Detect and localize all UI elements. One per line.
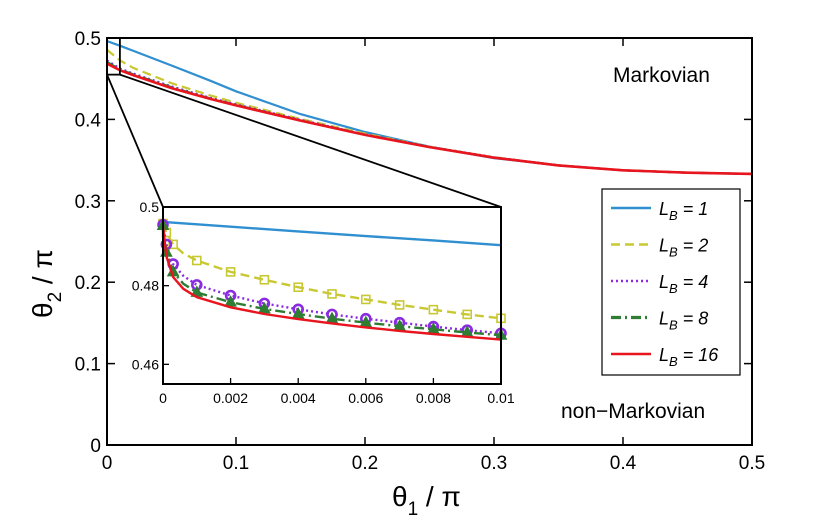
main-x-tick-label: 0.2 (352, 453, 378, 474)
inset-marker-square (293, 282, 304, 293)
legend-label-1: LB = 1 (659, 199, 708, 223)
legend-label-tail: = 2 (678, 236, 709, 256)
x-axis-title-tail: / π (418, 481, 461, 512)
main-y-tick-label: 0 (90, 436, 101, 457)
main-x-tick-label: 0.3 (481, 453, 507, 474)
main-axes-frame (106, 37, 753, 446)
main-series-group (106, 40, 753, 176)
main-plot: 0 0.1 0.2 0.3 0.4 0.5 0 0.1 0.2 0.3 0.4 0.5 (75, 29, 766, 474)
main-y-tick-label: 0.2 (75, 273, 101, 294)
inset-x-tick-label: 0.006 (348, 390, 383, 406)
inset-series-line-2 (161, 223, 502, 320)
inset-x-ticks: 0 0.002 0.004 0.006 0.008 0.01 (159, 378, 515, 406)
legend-label-main: L (659, 309, 669, 329)
main-y-tick-label: 0.1 (75, 355, 101, 376)
inset-y-ticks: 0.46 0.48 0.5 (132, 199, 169, 372)
y-axis-title-main: θ (27, 302, 58, 318)
x-axis-title: θ1 / π (392, 481, 461, 520)
legend-label-tail: = 16 (678, 345, 720, 365)
inset-marker-square (462, 309, 473, 320)
inset-axes-frame (162, 206, 502, 385)
zoom-box (106, 37, 121, 76)
main-y-tick-label: 0.3 (75, 192, 101, 213)
inset-background (163, 207, 501, 384)
inset-x-tick-label: 0.008 (416, 390, 451, 406)
main-series-line-5 (106, 62, 753, 176)
inset-marker-square (327, 289, 337, 299)
main-x-tick-label: 0.5 (739, 453, 765, 474)
inset-marker-square (225, 267, 236, 277)
inset-series-line-4 (161, 225, 502, 337)
x-axis-title-sub: 1 (408, 499, 419, 520)
inset-series-line-1 (162, 220, 502, 247)
legend-label-sub: B (669, 354, 678, 369)
inset-marker-square (259, 274, 270, 285)
main-y-tick-label: 0.4 (75, 110, 102, 131)
legend: LB = 1LB = 2LB = 4LB = 8LB = 16 (601, 188, 741, 376)
legend-label-tail: = 8 (678, 309, 709, 329)
legend-label-main: L (659, 236, 669, 256)
y-axis-title-sub: 2 (45, 292, 66, 303)
legend-label-3: LB = 4 (659, 272, 708, 296)
inset-marker-square (360, 294, 371, 305)
zoom-connector-left (106, 74, 164, 208)
legend-label-tail: = 1 (678, 199, 709, 219)
y-axis-title-tail: / π (27, 249, 58, 292)
inset-series-group (156, 218, 508, 341)
legend-label-5: LB = 16 (659, 345, 719, 369)
inset-marker-square (168, 239, 178, 250)
non-markovian-label: non−Markovian (561, 400, 705, 423)
legend-label-sub: B (669, 208, 678, 223)
legend-label-main: L (659, 199, 669, 219)
legend-label-2: LB = 2 (659, 236, 708, 260)
main-x-tick-label: 0 (102, 453, 113, 474)
inset-series-line-5 (161, 226, 502, 341)
legend-box (601, 188, 741, 376)
main-x-tick-label: 0.4 (610, 453, 637, 474)
inset-marker-square (428, 304, 439, 315)
inset-plot: 0 0.002 0.004 0.006 0.008 0.01 0.46 0.48 0.5 (132, 199, 515, 406)
main-y-tick-label: 0.5 (75, 29, 101, 50)
main-y-ticks: 0 0.1 0.2 0.3 0.4 0.5 (75, 29, 752, 457)
legend-label-sub: B (669, 318, 678, 333)
main-x-tick-label: 0.1 (223, 453, 249, 474)
legend-label-sub: B (669, 281, 678, 296)
legend-label-4: LB = 8 (659, 309, 708, 333)
legend-label-main: L (659, 345, 669, 365)
legend-label-tail: = 4 (678, 272, 709, 292)
legend-entries: LB = 1LB = 2LB = 4LB = 8LB = 16 (611, 199, 719, 369)
inset-marker-square (394, 300, 405, 310)
inset-y-tick-label: 0.5 (140, 199, 160, 215)
inset-y-tick-label: 0.48 (132, 278, 159, 294)
inset-x-tick-label: 0.002 (213, 390, 248, 406)
zoom-connector-right (119, 73, 502, 208)
x-axis-title-main: θ (392, 481, 408, 512)
inset-x-tick-label: 0 (159, 390, 167, 406)
inset-x-tick-label: 0.01 (487, 390, 514, 406)
markovian-label: Markovian (613, 64, 710, 87)
inset-marker-square (192, 255, 202, 266)
legend-label-main: L (659, 272, 669, 292)
main-x-ticks: 0 0.1 0.2 0.3 0.4 0.5 (102, 38, 765, 474)
inset-y-tick-label: 0.46 (132, 356, 159, 372)
y-axis-title: θ2 / π (27, 249, 66, 318)
inset-x-tick-label: 0.004 (281, 390, 316, 406)
zoom-indicator (106, 37, 502, 208)
legend-label-sub: B (669, 245, 678, 260)
